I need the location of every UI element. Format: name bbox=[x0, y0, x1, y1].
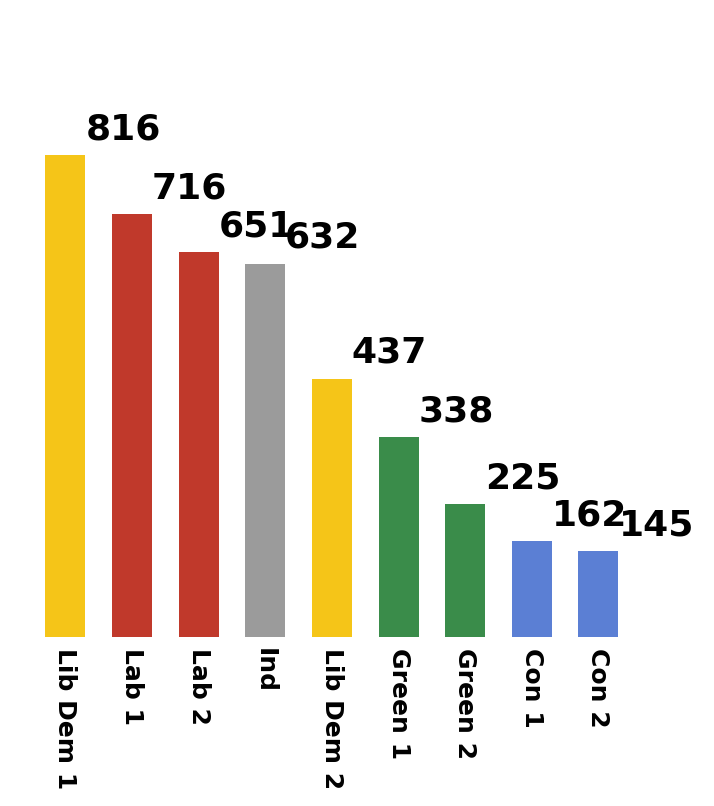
Bar bbox=[378, 438, 418, 637]
Text: 225: 225 bbox=[486, 461, 560, 495]
Text: 632: 632 bbox=[285, 221, 361, 255]
Text: 145: 145 bbox=[618, 509, 694, 542]
Text: 816: 816 bbox=[85, 112, 161, 146]
Bar bbox=[45, 155, 85, 637]
Text: 651: 651 bbox=[218, 210, 294, 243]
Text: 716: 716 bbox=[152, 171, 227, 205]
Text: 437: 437 bbox=[352, 336, 427, 370]
Text: 162: 162 bbox=[552, 498, 627, 533]
Bar bbox=[112, 214, 152, 637]
Text: 338: 338 bbox=[418, 394, 494, 429]
Bar bbox=[512, 542, 552, 637]
Bar bbox=[178, 252, 218, 637]
Bar bbox=[578, 551, 618, 637]
Bar bbox=[312, 379, 352, 637]
Bar bbox=[446, 504, 486, 637]
Bar bbox=[245, 264, 285, 637]
